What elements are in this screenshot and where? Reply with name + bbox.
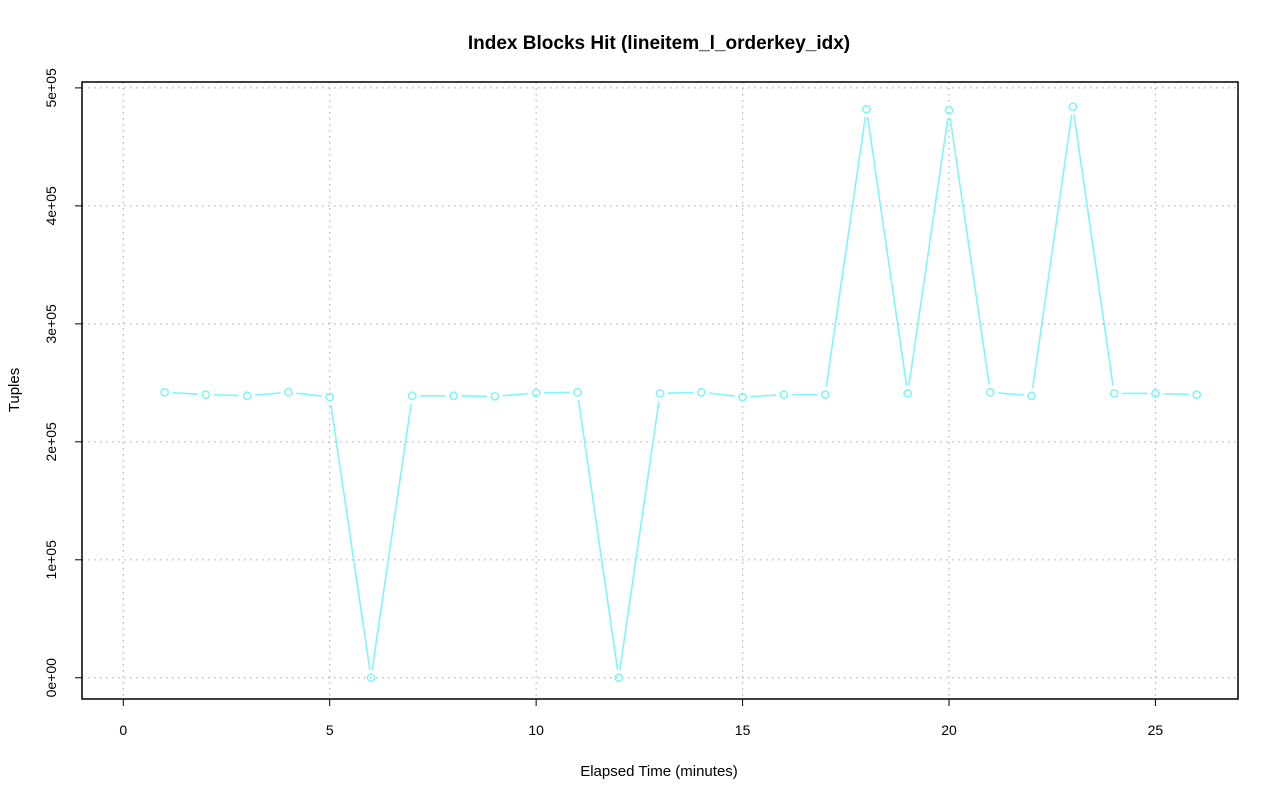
data-point bbox=[201, 390, 211, 400]
data-point bbox=[1068, 102, 1078, 112]
y-tick-label: 1e+05 bbox=[43, 540, 59, 580]
x-axis-label: Elapsed Time (minutes) bbox=[580, 763, 738, 780]
data-point bbox=[655, 389, 665, 398]
y-tick-label: 4e+05 bbox=[43, 186, 59, 226]
data-series bbox=[160, 102, 1202, 683]
y-tick-label: 0e+00 bbox=[43, 658, 59, 698]
data-point bbox=[1027, 391, 1036, 401]
data-point bbox=[573, 387, 582, 397]
x-tick-label: 25 bbox=[1148, 722, 1164, 738]
y-axis-label: Tuples bbox=[6, 368, 23, 412]
series-line-segment bbox=[213, 394, 240, 397]
series-line-segment bbox=[949, 118, 990, 385]
plot-frame bbox=[81, 81, 1239, 700]
data-point bbox=[1109, 389, 1119, 398]
y-tick-label: 5e+05 bbox=[43, 68, 59, 108]
data-point bbox=[366, 673, 376, 683]
data-point bbox=[407, 391, 417, 401]
x-tick-label: 10 bbox=[528, 722, 544, 738]
x-tick-label: 5 bbox=[326, 722, 334, 738]
y-axis: 0e+00 1e+05 2e+05 3e+05 4e+05 5e+05 bbox=[43, 68, 82, 697]
series-line-segment bbox=[577, 400, 619, 670]
x-tick-label: 20 bbox=[941, 722, 957, 738]
data-point bbox=[862, 104, 871, 114]
series-line-segment bbox=[172, 391, 198, 395]
data-point bbox=[985, 387, 995, 397]
chart-title: Index Blocks Hit (lineitem_l_orderkey_id… bbox=[468, 33, 850, 54]
data-point bbox=[820, 390, 830, 400]
x-axis: 0 5 10 15 20 25 bbox=[119, 699, 1163, 738]
data-point bbox=[696, 387, 706, 397]
series-line-segment bbox=[1163, 392, 1189, 396]
y-tick-label: 3e+05 bbox=[43, 304, 59, 344]
data-point bbox=[160, 387, 169, 397]
data-point bbox=[490, 391, 500, 401]
series-line-segment bbox=[750, 394, 776, 398]
x-tick-label: 15 bbox=[735, 722, 751, 738]
data-point bbox=[738, 392, 747, 402]
series-line-segment bbox=[330, 404, 371, 670]
series-line-segment bbox=[371, 403, 412, 670]
series-line-segment bbox=[825, 116, 867, 387]
y-tick-label: 2e+05 bbox=[43, 422, 59, 462]
x-tick-label: 0 bbox=[119, 722, 127, 738]
data-point bbox=[242, 391, 252, 401]
series-line-segment bbox=[502, 392, 529, 397]
series-line-segment bbox=[998, 392, 1024, 396]
series-line-segment bbox=[619, 401, 660, 670]
data-point bbox=[1192, 390, 1202, 400]
series-line-segment bbox=[255, 392, 281, 396]
series-line-segment bbox=[709, 392, 735, 397]
series-line-segment bbox=[866, 116, 908, 386]
grid bbox=[82, 82, 1238, 699]
series-line-segment bbox=[296, 392, 322, 397]
series-line-segment bbox=[908, 118, 949, 386]
data-point bbox=[284, 387, 293, 397]
data-point bbox=[779, 390, 789, 400]
data-point bbox=[614, 673, 624, 683]
data-point bbox=[449, 391, 458, 401]
data-point bbox=[1151, 389, 1160, 398]
series-line-segment bbox=[667, 391, 694, 395]
data-point bbox=[531, 388, 541, 398]
data-point bbox=[325, 392, 335, 402]
series-line-segment bbox=[1031, 114, 1073, 389]
data-point bbox=[903, 389, 913, 398]
series-line-segment bbox=[1073, 114, 1114, 386]
data-point bbox=[944, 105, 954, 115]
